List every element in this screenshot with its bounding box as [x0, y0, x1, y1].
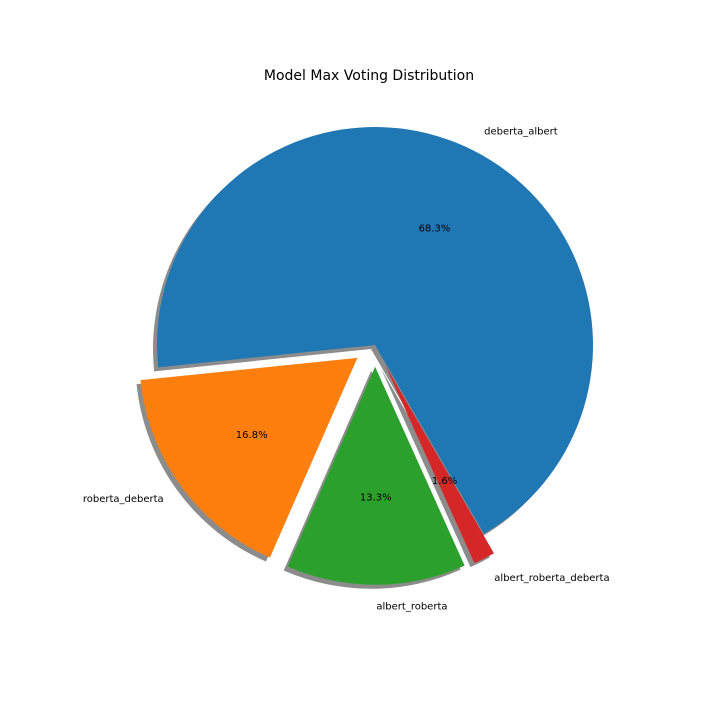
percent-roberta-deberta: 16.8% [236, 430, 268, 441]
slices [140, 126, 594, 585]
label-deberta-albert: deberta_albert [484, 127, 558, 138]
percent-albert-roberta: 13.3% [360, 493, 392, 504]
label-albert-roberta: albert_roberta [376, 602, 447, 613]
slice-roberta-deberta [140, 357, 358, 558]
slice-albert-roberta-deberta [384, 364, 494, 564]
slice-albert-roberta [287, 366, 465, 585]
chart-title: Model Max Voting Distribution [264, 68, 474, 84]
label-albert-roberta-deberta: albert_roberta_deberta [494, 573, 609, 584]
slice-labels: deberta_albert 68.3% roberta_deberta 16.8% a… [83, 127, 610, 613]
label-roberta-deberta: roberta_deberta [83, 494, 164, 505]
slice-deberta-albert [157, 126, 594, 534]
percent-deberta-albert: 68.3% [419, 224, 451, 235]
percent-albert-roberta-deberta: 1.6% [432, 476, 457, 487]
